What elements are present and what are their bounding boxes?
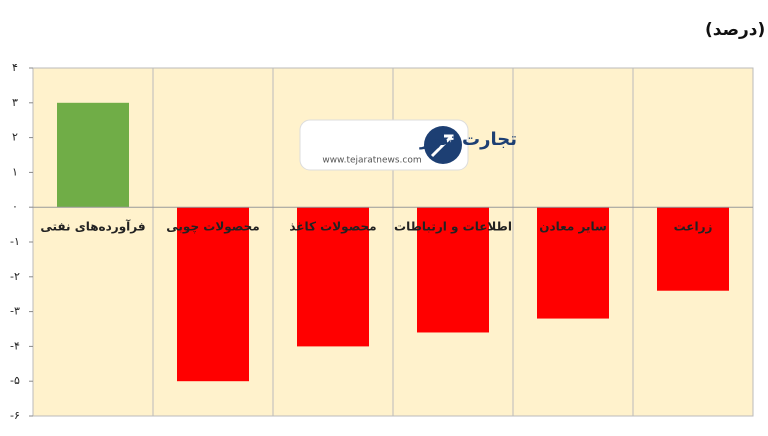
x-tick-label: اطلاعات و ارتباطات	[394, 220, 512, 235]
logo-text: تجارت نیوز	[419, 129, 517, 150]
chart-title: پربازده‌ترین و زیان‌ده‌ترین صنایع بورسی …	[705, 20, 768, 40]
x-tick-label: محصولات کاغذ	[289, 220, 376, 235]
y-tick-label: ۲	[12, 131, 18, 144]
logo-box	[299, 119, 469, 171]
y-tick-label: ۴	[12, 61, 18, 74]
bar	[177, 207, 249, 382]
logo-arrow	[430, 134, 454, 158]
bar	[297, 207, 369, 347]
plot-area: -۶ -۵ -۴ -۳ -۲ -۱ ۰ ۱ ۲ ۳ ۴ فرآورده‌های نفتی محصولات…	[10, 61, 754, 422]
y-tick-label: -۵	[10, 374, 20, 387]
y-tick-label: ۰	[12, 200, 18, 213]
logo: تجارت نیوز www.tejaratnews.com	[299, 119, 517, 171]
y-tick-label: ۳	[12, 96, 18, 109]
x-tick-label: سایر معادن	[539, 220, 607, 234]
bar	[537, 207, 609, 319]
y-tick-label: -۶	[10, 409, 20, 422]
bar	[657, 207, 729, 291]
x-tick-label: زراعت	[674, 220, 713, 234]
x-tick-label: فرآورده‌های نفتی	[40, 219, 145, 235]
y-tick-label: -۱	[10, 235, 20, 248]
logo-url: www.tejaratnews.com	[322, 156, 421, 166]
y-tick-label: -۳	[10, 305, 20, 318]
y-tick-label: -۲	[10, 270, 20, 283]
x-tick-label: محصولات چوبی	[166, 220, 259, 235]
y-tick-label: -۴	[10, 339, 20, 352]
y-tick-label: ۱	[12, 165, 18, 178]
bar	[417, 207, 489, 333]
bar	[57, 102, 129, 208]
